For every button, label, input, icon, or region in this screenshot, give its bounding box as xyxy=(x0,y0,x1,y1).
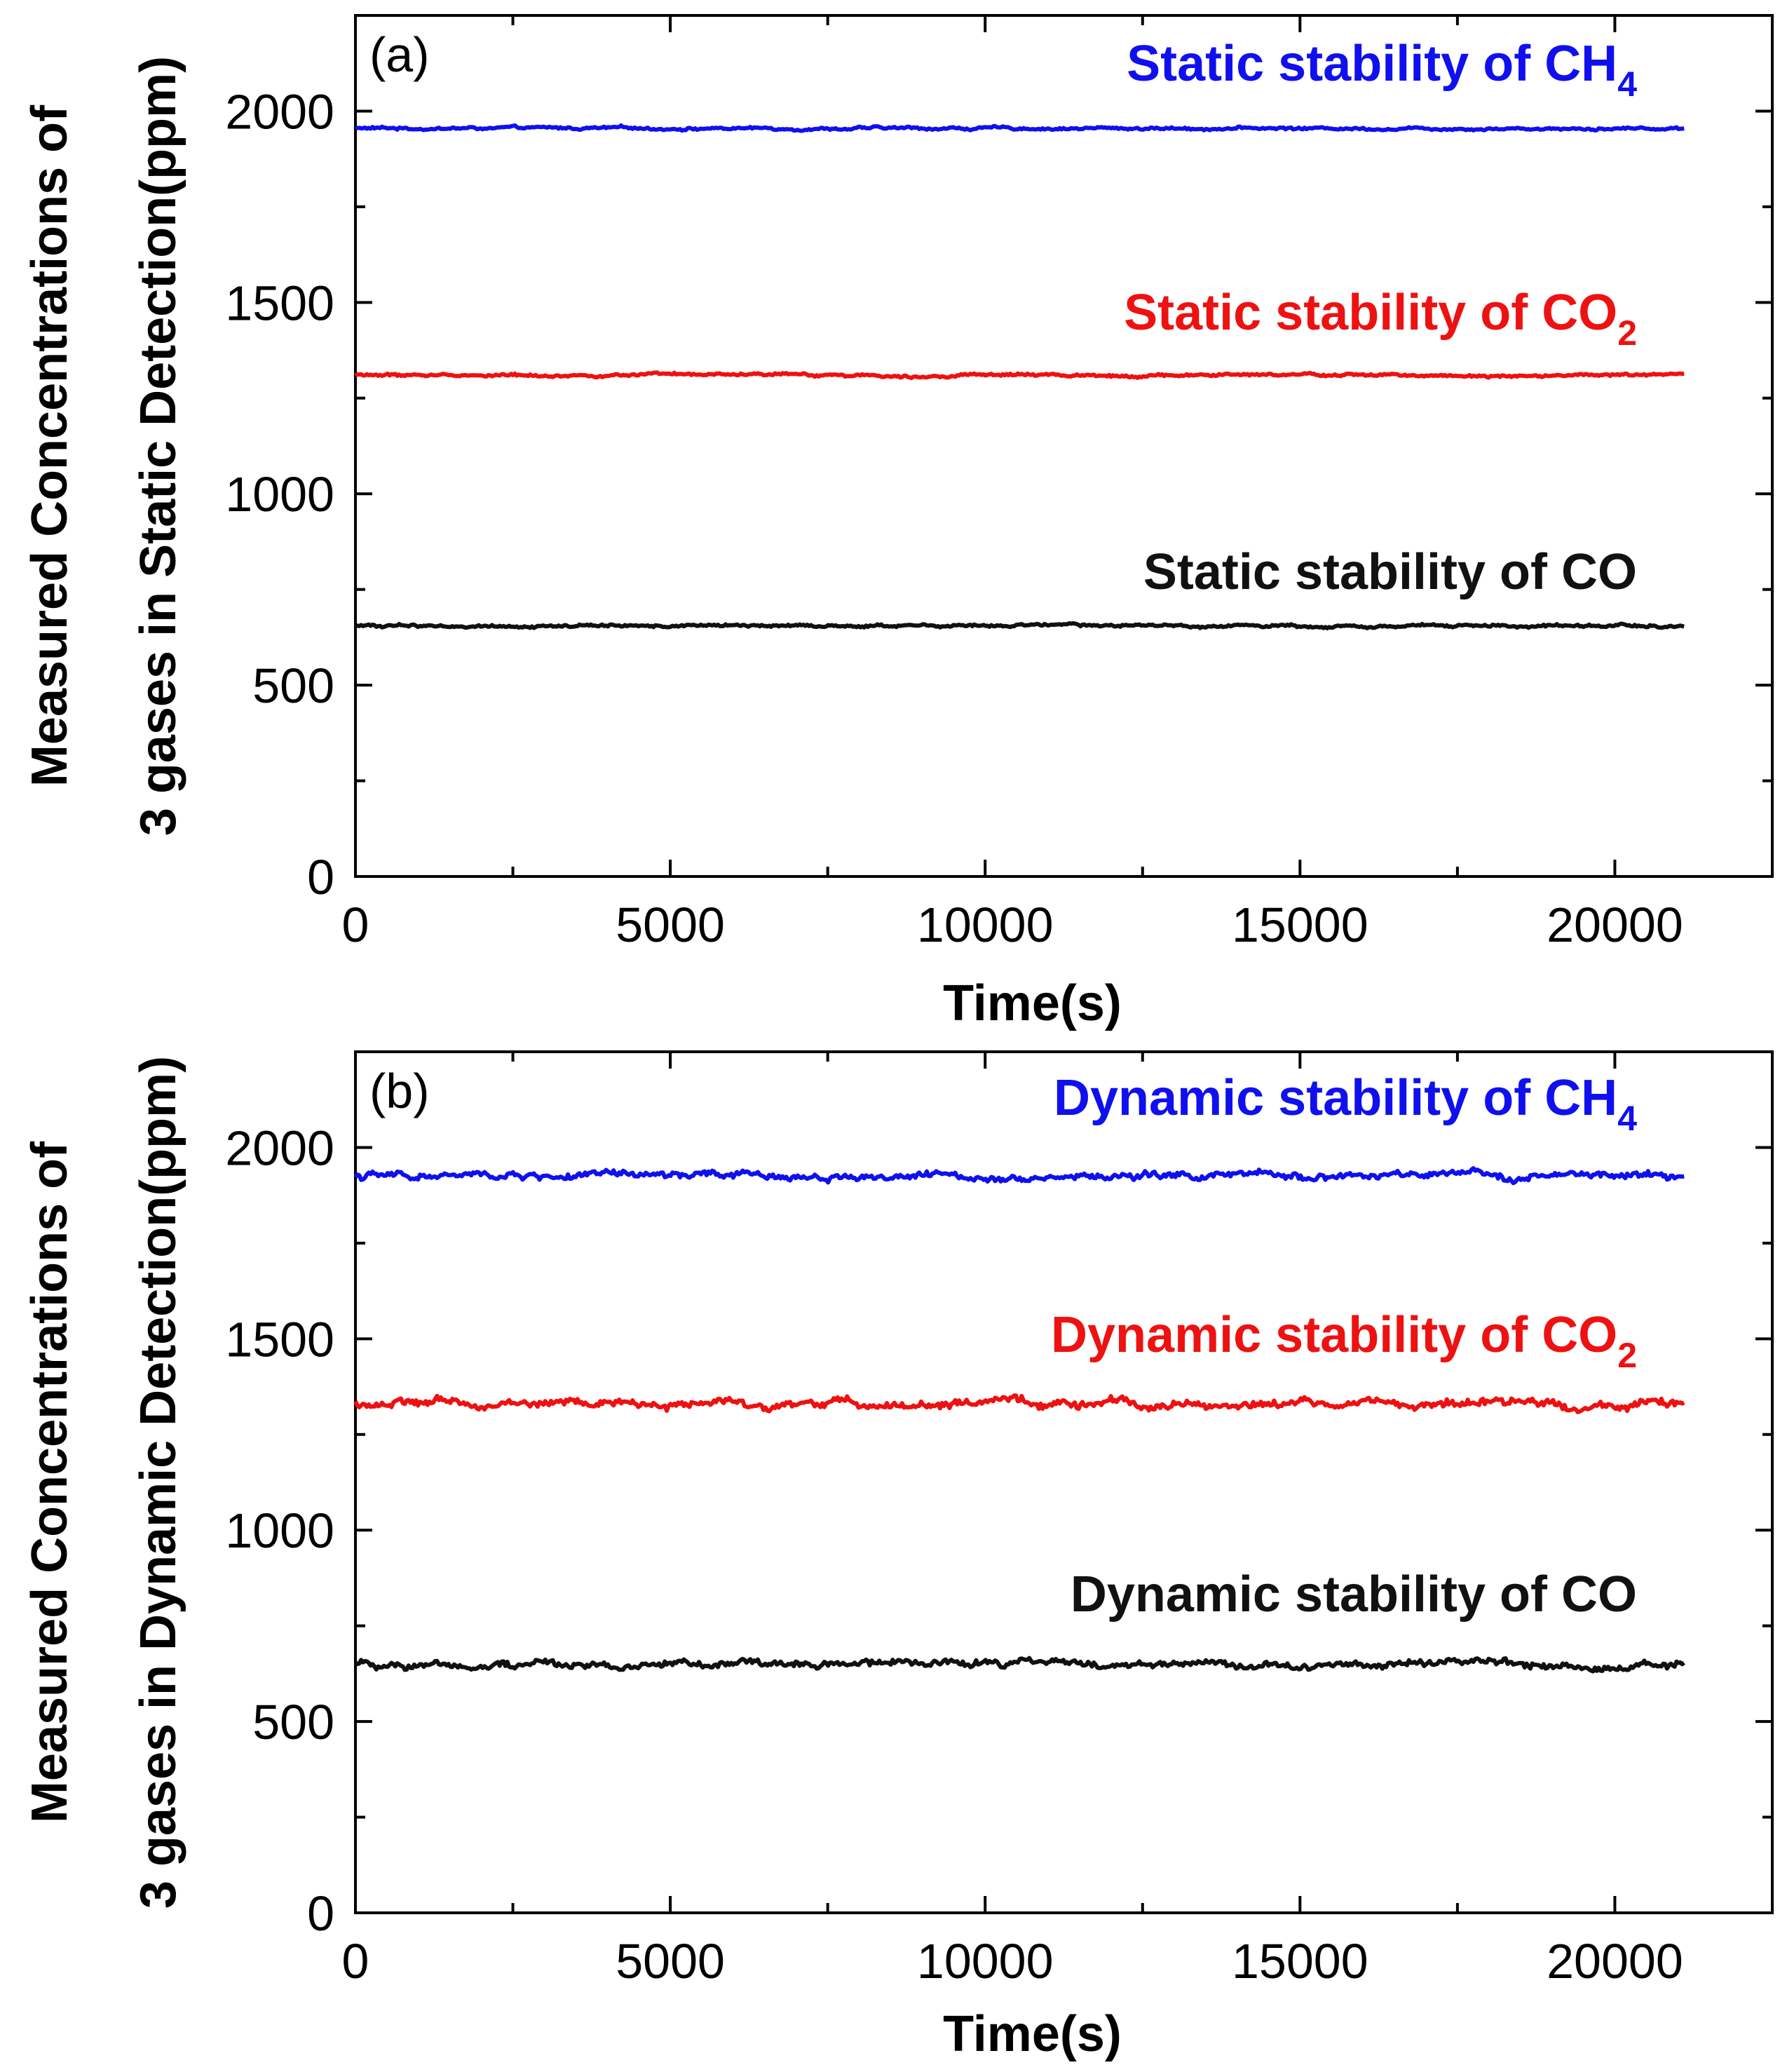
series-line-co xyxy=(355,621,1685,630)
y-tick-label: 500 xyxy=(252,1695,334,1749)
y-tick-label: 1500 xyxy=(225,276,334,330)
x-tick-label: 15000 xyxy=(1232,898,1368,952)
x-tick-label: 20000 xyxy=(1547,1934,1683,1989)
series-label-ch4: Static stability of CH4 xyxy=(1127,36,1637,104)
panel-a: 0 5000 10000 15000 20000 0 500 1000 1500 2000 (a) T… xyxy=(22,14,1774,1031)
y-axis-title-line2: 3 gases in Static Detection(ppm) xyxy=(130,56,186,836)
x-tick-label: 0 xyxy=(342,898,369,952)
panel-label: (a) xyxy=(369,27,430,82)
series-line-co2 xyxy=(353,1393,1685,1414)
series-line-co2 xyxy=(354,370,1685,381)
series-label-co2: Static stability of CO2 xyxy=(1124,285,1637,353)
y-tick-label: 2000 xyxy=(225,1120,334,1175)
series-label-co: Static stability of CO xyxy=(1143,544,1637,600)
series-label-co: Dynamic stability of CO xyxy=(1071,1566,1637,1623)
series-label-co2: Dynamic stability of CO2 xyxy=(1051,1307,1637,1375)
y-axis-title-line1: Measured Concentrations of xyxy=(22,1141,78,1823)
y-axis-title-line2: 3 gases in Dynamic Detection(ppm) xyxy=(130,1056,186,1909)
x-tick-label: 20000 xyxy=(1547,898,1683,952)
panel-label: (b) xyxy=(369,1064,430,1118)
y-tick-label: 1500 xyxy=(225,1312,334,1367)
y-tick-label: 1000 xyxy=(225,1503,334,1558)
series-line-ch4 xyxy=(353,1166,1685,1186)
panel-b: 0 5000 10000 15000 20000 0 500 1000 1500 2000 (b) T… xyxy=(22,1050,1774,2062)
plot-frame xyxy=(354,1050,1774,1914)
x-axis-title: Time(s) xyxy=(943,975,1122,1031)
y-axis-title-line1: Measured Concentrations of xyxy=(22,104,78,787)
y-tick-label: 500 xyxy=(252,658,334,713)
y-tick-label: 2000 xyxy=(225,84,334,139)
x-tick-label: 5000 xyxy=(616,898,725,952)
plot-frame xyxy=(354,14,1774,878)
x-tick-label: 10000 xyxy=(917,1934,1054,1989)
y-tick-label: 0 xyxy=(307,850,334,905)
series-label-ch4: Dynamic stability of CH4 xyxy=(1054,1070,1637,1138)
x-tick-label: 0 xyxy=(342,1934,369,1989)
y-tick-label: 0 xyxy=(307,1886,334,1941)
y-tick-label: 1000 xyxy=(225,467,334,522)
x-tick-label: 5000 xyxy=(616,1934,725,1989)
series-line-ch4 xyxy=(355,123,1685,133)
x-axis-title: Time(s) xyxy=(943,2006,1122,2062)
x-tick-label: 10000 xyxy=(917,898,1054,952)
series-line-co xyxy=(354,1655,1685,1674)
x-tick-label: 15000 xyxy=(1232,1934,1368,1989)
